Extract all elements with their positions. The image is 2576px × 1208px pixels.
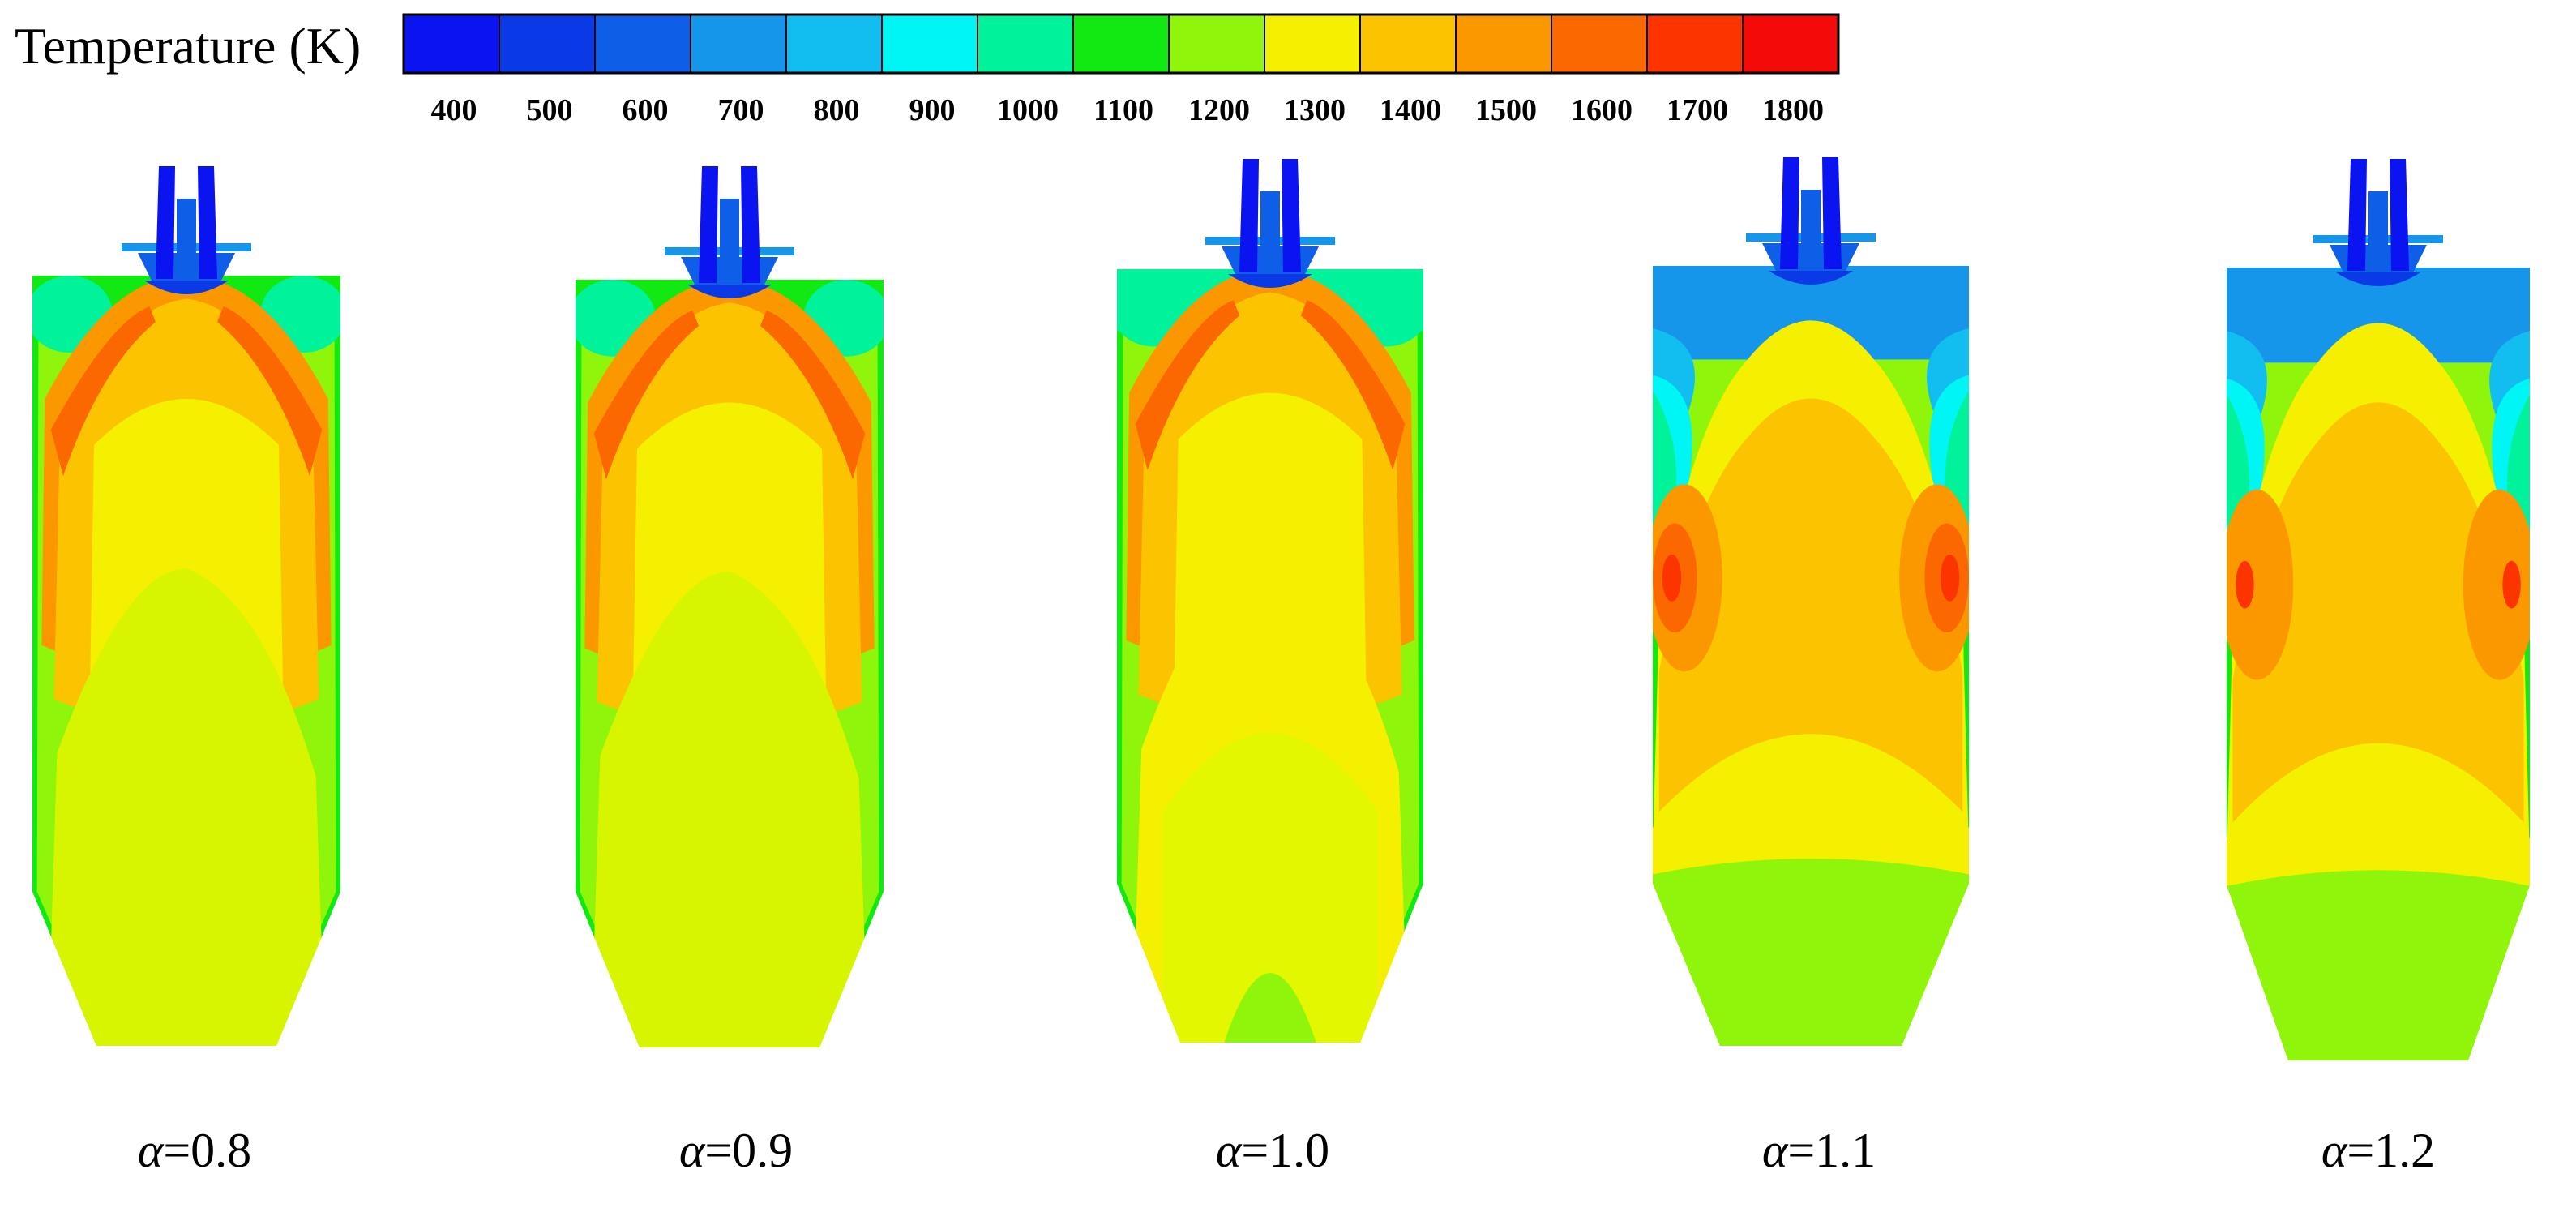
legend-swatch — [881, 14, 978, 74]
legend-swatch — [1359, 14, 1457, 74]
legend-tick-label: 700 — [718, 93, 764, 127]
legend-tick-label: 600 — [623, 93, 669, 127]
contour-panels — [32, 157, 2530, 1060]
burner-nozzle — [1205, 159, 1335, 288]
case-label-4: α=1.2 — [2321, 1124, 2436, 1177]
legend-tick-label: 500 — [527, 93, 573, 127]
burner-nozzle — [1746, 157, 1876, 285]
legend-title: Temperature (K) — [15, 17, 362, 75]
contour-panel-3 — [1653, 157, 1969, 1046]
contour-panel-2 — [1117, 159, 1423, 1043]
legend-tick-label: 1300 — [1284, 93, 1346, 127]
case-label-3: α=1.1 — [1761, 1124, 1876, 1177]
contour-panel-0 — [32, 166, 340, 1046]
burner-nozzle — [122, 166, 251, 294]
legend-swatch — [1264, 14, 1361, 74]
legend-frame — [402, 13, 1840, 75]
legend-swatch — [1072, 14, 1170, 74]
legend-swatch — [499, 14, 596, 74]
legend-swatch — [785, 14, 883, 74]
legend-tick-label: 1700 — [1667, 93, 1728, 127]
contour-panel-1 — [576, 166, 884, 1047]
legend-swatch — [594, 14, 691, 74]
legend-tick-label: 400 — [431, 93, 477, 127]
legend-swatch — [1455, 14, 1552, 74]
case-label-2: α=1.0 — [1215, 1124, 1330, 1177]
legend-tick-label: 1400 — [1380, 93, 1441, 127]
legend-tick-label: 800 — [814, 93, 860, 127]
contour-panel-4 — [2227, 159, 2530, 1060]
legend-swatch — [1742, 14, 1839, 74]
legend-swatch — [403, 14, 500, 74]
legend-swatch — [1646, 14, 1744, 74]
burner-nozzle — [2313, 159, 2443, 286]
case-label-0: α=0.8 — [137, 1124, 252, 1177]
legend-tick-label: 1200 — [1188, 93, 1250, 127]
legend-swatch — [690, 14, 787, 74]
legend-tick-label: 1500 — [1475, 93, 1537, 127]
color-legend: 400 500 600 700 800 900 1000 1100 1200 1300 1400 15… — [402, 13, 1840, 127]
legend-tick-label: 1600 — [1571, 93, 1632, 127]
legend-tick-label: 900 — [909, 93, 956, 127]
legend-tick-label: 1800 — [1762, 93, 1824, 127]
legend-swatch — [1168, 14, 1265, 74]
case-label-1: α=0.9 — [678, 1124, 794, 1177]
legend-tick-label: 1100 — [1093, 93, 1153, 127]
burner-nozzle — [665, 166, 794, 298]
legend-tick-label: 1000 — [997, 93, 1059, 127]
legend-swatch — [1551, 14, 1648, 74]
legend-swatch — [977, 14, 1074, 74]
